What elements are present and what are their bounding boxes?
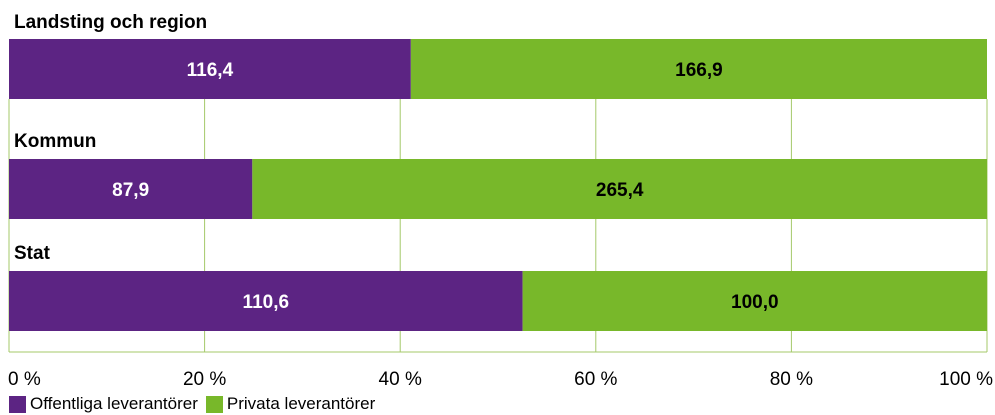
legend-label-privata: Privata leverantörer xyxy=(226,394,376,413)
x-tick-label: 100 % xyxy=(939,369,993,390)
x-tick-label: 0 % xyxy=(8,369,41,390)
label-layer: 116,4 166,9 Landsting och region 87,9 265,4 K… xyxy=(14,12,779,313)
legend-label-offentliga: Offentliga leverantörer xyxy=(30,394,198,413)
x-tick-label: 20 % xyxy=(183,369,226,390)
data-label: 116,4 xyxy=(187,60,234,81)
bar-segment xyxy=(252,159,988,219)
data-label: 166,9 xyxy=(675,60,723,81)
legend: Offentliga leverantörer Privata leverant… xyxy=(9,394,383,414)
legend-item-offentliga: Offentliga leverantörer xyxy=(9,394,198,414)
data-label: 100,0 xyxy=(731,292,779,313)
bar-layer xyxy=(9,39,988,331)
x-tick-label: 80 % xyxy=(770,369,813,390)
data-label: 265,4 xyxy=(596,180,644,201)
bar-segment xyxy=(522,271,987,331)
category-label: Landsting och region xyxy=(14,12,207,33)
legend-item-privata: Privata leverantörer xyxy=(205,394,376,414)
data-label: 110,6 xyxy=(243,292,290,313)
bar-segment xyxy=(9,159,253,219)
x-tick-label: 40 % xyxy=(379,369,422,390)
bar-segment xyxy=(9,39,411,99)
category-label: Kommun xyxy=(14,131,96,152)
data-label: 87,9 xyxy=(112,180,149,201)
x-axis: 0 % 20 % 40 % 60 % 80 % 100 % xyxy=(8,351,993,390)
legend-swatch-privata xyxy=(205,395,223,413)
bar-segment xyxy=(410,39,988,99)
legend-swatch-offentliga xyxy=(9,395,26,413)
stacked-bar-chart: 116,4 166,9 Landsting och region 87,9 265,4 K… xyxy=(8,12,993,390)
bar-segment xyxy=(9,271,523,331)
category-label: Stat xyxy=(14,243,51,264)
x-tick-label: 60 % xyxy=(574,369,617,390)
